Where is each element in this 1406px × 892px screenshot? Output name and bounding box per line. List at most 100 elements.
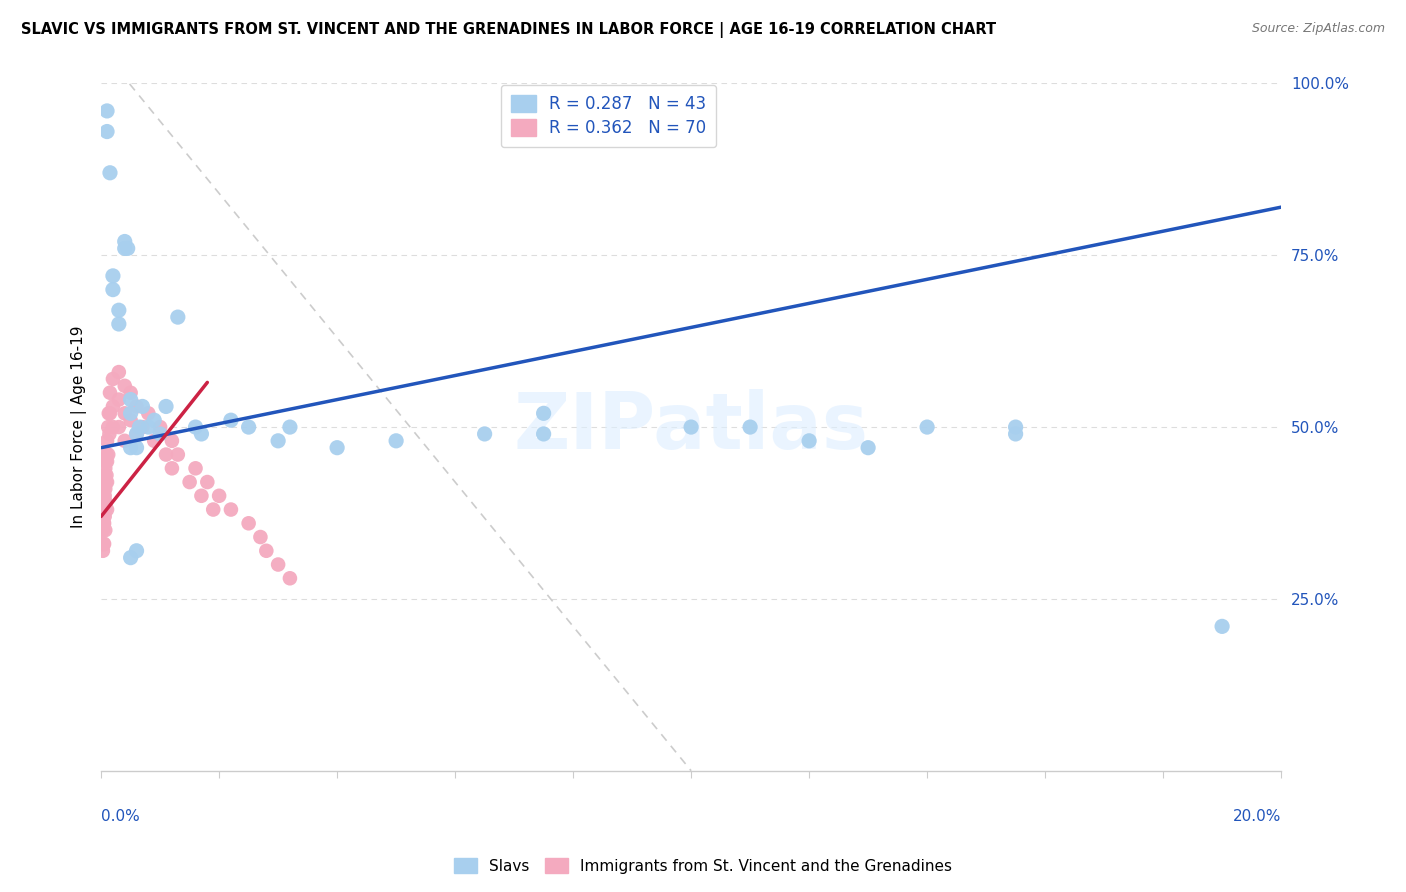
Point (93, 475, 115, 489)
Point (98, 406, 121, 420)
Point (93, 502, 115, 516)
Point (474, 426, 496, 441)
Point (98, 385, 121, 400)
Point (149, 420, 172, 434)
Point (97, 420, 120, 434)
Point (101, 268, 124, 283)
Point (533, 426, 555, 441)
Point (179, 475, 201, 489)
Point (96, 103, 118, 118)
Point (1004, 426, 1026, 441)
Point (101, 420, 124, 434)
Point (93, 516, 115, 531)
Point (117, 241, 139, 255)
Y-axis label: In Labor Force | Age 16-19: In Labor Force | Age 16-19 (72, 326, 87, 528)
Point (278, 420, 301, 434)
Point (96, 434, 118, 448)
Point (91, 537, 114, 551)
Text: 0.0%: 0.0% (101, 808, 139, 823)
Text: SLAVIC VS IMMIGRANTS FROM ST. VINCENT AND THE GRENADINES IN LABOR FORCE | AGE 16: SLAVIC VS IMMIGRANTS FROM ST. VINCENT AN… (21, 22, 997, 38)
Point (326, 441, 349, 455)
Point (101, 283, 124, 297)
Text: ZIPatlas: ZIPatlas (513, 389, 869, 465)
Point (219, 502, 242, 516)
Point (91, 543, 114, 558)
Point (96, 502, 118, 516)
Point (120, 392, 142, 407)
Point (94, 502, 117, 516)
Point (114, 241, 136, 255)
Point (195, 475, 218, 489)
Point (125, 426, 148, 441)
Text: Source: ZipAtlas.com: Source: ZipAtlas.com (1251, 22, 1385, 36)
Point (94, 454, 117, 468)
Point (96, 454, 118, 468)
Point (136, 420, 159, 434)
Point (114, 379, 136, 393)
Point (93, 489, 115, 503)
Point (108, 420, 131, 434)
Point (93, 482, 115, 496)
Point (91, 489, 114, 503)
Point (125, 400, 148, 414)
Point (190, 489, 212, 503)
Point (915, 420, 938, 434)
Point (97, 406, 120, 420)
Point (108, 392, 131, 407)
Point (166, 310, 188, 325)
Point (120, 413, 142, 427)
Point (166, 448, 188, 462)
Point (254, 543, 277, 558)
Point (120, 385, 142, 400)
Point (101, 372, 124, 386)
Point (94, 496, 117, 510)
Text: 20.0%: 20.0% (1233, 808, 1281, 823)
Point (98, 166, 121, 180)
Point (114, 406, 136, 420)
Point (238, 516, 260, 531)
Point (114, 434, 136, 448)
Point (128, 420, 150, 434)
Point (91, 509, 114, 524)
Point (143, 413, 166, 427)
Point (93, 516, 115, 531)
Point (125, 441, 148, 455)
Point (94, 523, 117, 537)
Point (125, 426, 148, 441)
Legend: Slavs, Immigrants from St. Vincent and the Grenadines: Slavs, Immigrants from St. Vincent and t… (449, 852, 957, 880)
Point (208, 489, 231, 503)
Point (108, 365, 131, 379)
Point (114, 235, 136, 249)
Point (267, 558, 290, 572)
Point (143, 434, 166, 448)
Point (219, 413, 242, 427)
Point (96, 448, 118, 462)
Point (93, 496, 115, 510)
Point (93, 509, 115, 524)
Point (160, 461, 183, 475)
Point (120, 441, 142, 455)
Point (91, 509, 114, 524)
Point (1004, 420, 1026, 434)
Point (184, 420, 207, 434)
Legend: R = 0.287   N = 43, R = 0.362   N = 70: R = 0.287 N = 43, R = 0.362 N = 70 (501, 85, 716, 147)
Point (856, 441, 879, 455)
Point (249, 530, 271, 544)
Point (190, 426, 212, 441)
Point (278, 571, 301, 585)
Point (797, 434, 820, 448)
Point (131, 420, 153, 434)
Point (184, 461, 207, 475)
Point (533, 406, 555, 420)
Point (155, 400, 177, 414)
Point (91, 523, 114, 537)
Point (131, 400, 153, 414)
Point (267, 434, 290, 448)
Point (96, 468, 118, 483)
Point (93, 537, 115, 551)
Point (94, 461, 117, 475)
Point (108, 317, 131, 331)
Point (125, 543, 148, 558)
Point (681, 420, 703, 434)
Point (96, 475, 118, 489)
